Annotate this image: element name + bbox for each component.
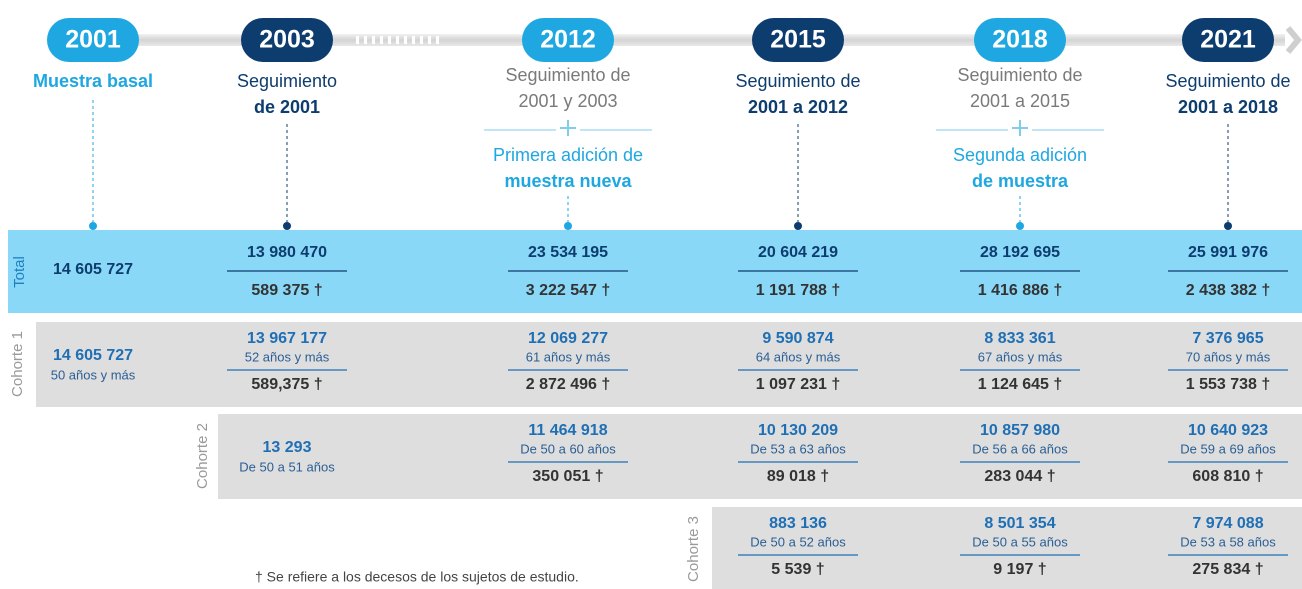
cell-age: De 59 a 69 años bbox=[1180, 441, 1276, 456]
cell-value: 13 293 bbox=[263, 439, 312, 456]
timeline-dashes bbox=[356, 36, 439, 44]
cell-deaths: 1 191 788 † bbox=[756, 282, 841, 299]
follow-up-label: 2001 a 2015 bbox=[970, 91, 1070, 111]
cell-deaths: 589,375 † bbox=[251, 376, 322, 393]
follow-up-label: de 2001 bbox=[254, 97, 320, 117]
cell-age: 61 años y más bbox=[526, 349, 611, 364]
year-pill bbox=[974, 18, 1066, 62]
cell-age: De 53 a 58 años bbox=[1180, 534, 1276, 549]
cell-age: 50 años y más bbox=[51, 367, 136, 382]
baseline-label: Muestra basal bbox=[33, 71, 153, 91]
addition-label: Segunda adición bbox=[953, 145, 1087, 165]
connector-dot bbox=[283, 222, 291, 230]
follow-up-label: Seguimiento de bbox=[735, 71, 860, 91]
cell-value: 9 590 874 bbox=[762, 330, 833, 347]
plus-sign bbox=[1012, 120, 1028, 136]
cell-value: 28 192 695 bbox=[980, 244, 1060, 261]
cell-deaths: 283 044 † bbox=[984, 468, 1055, 485]
follow-up-label: Seguimiento bbox=[237, 71, 337, 91]
cell-value: 10 857 980 bbox=[980, 422, 1060, 439]
year-pill bbox=[47, 18, 139, 62]
cell-age: 70 años y más bbox=[1186, 349, 1271, 364]
cell-deaths: 1 416 886 † bbox=[978, 282, 1063, 299]
connector-dot bbox=[564, 222, 572, 230]
year-pill bbox=[752, 18, 844, 62]
cell-age: De 56 a 66 años bbox=[972, 441, 1068, 456]
cell-value: 23 534 195 bbox=[528, 244, 608, 261]
cell-deaths: 3 222 547 † bbox=[526, 282, 611, 299]
cell-value: 12 069 277 bbox=[528, 330, 608, 347]
cell-age: De 50 a 55 años bbox=[972, 534, 1068, 549]
cohort-1-band bbox=[36, 322, 1302, 407]
year-label: 2015 bbox=[770, 26, 826, 54]
connector-dot bbox=[1224, 222, 1232, 230]
cell-value: 13 967 177 bbox=[247, 330, 327, 347]
row-label: Total bbox=[11, 256, 28, 288]
cell-deaths: 589 375 † bbox=[251, 282, 322, 299]
year-label: 2018 bbox=[992, 26, 1048, 54]
plus-sign bbox=[560, 120, 576, 136]
follow-up-label: 2001 a 2012 bbox=[748, 97, 848, 117]
year-pill bbox=[1182, 18, 1274, 62]
cell-age: 64 años y más bbox=[756, 349, 841, 364]
cell-deaths: 5 539 † bbox=[771, 561, 824, 578]
year-label: 2001 bbox=[65, 26, 121, 54]
cell-value: 25 991 976 bbox=[1188, 244, 1268, 261]
cell-deaths: 2 438 382 † bbox=[1186, 282, 1271, 299]
cell-value: 10 640 923 bbox=[1188, 422, 1268, 439]
cell-value: 20 604 219 bbox=[758, 244, 838, 261]
cell-value: 883 136 bbox=[769, 515, 827, 532]
cell-value: 10 130 209 bbox=[758, 422, 838, 439]
connector-dot bbox=[1016, 222, 1024, 230]
row-label: Cohorte 1 bbox=[9, 331, 26, 397]
row-label: Cohorte 3 bbox=[685, 516, 702, 582]
cell-deaths: 350 051 † bbox=[532, 468, 603, 485]
cell-age: 67 años y más bbox=[978, 349, 1063, 364]
follow-up-label: 2001 y 2003 bbox=[518, 91, 617, 111]
cell-deaths: 2 872 496 † bbox=[526, 376, 611, 393]
connector-dot bbox=[794, 222, 802, 230]
cohort-3-band bbox=[712, 507, 1302, 589]
addition-label: de muestra bbox=[972, 171, 1069, 191]
year-pill bbox=[241, 18, 333, 62]
cell-value: 8 833 361 bbox=[984, 330, 1055, 347]
connector-dot bbox=[89, 222, 97, 230]
cell-deaths: 9 197 † bbox=[993, 561, 1046, 578]
year-label: 2012 bbox=[540, 26, 596, 54]
cell-age: De 50 a 60 años bbox=[520, 441, 616, 456]
cell-deaths: 275 834 † bbox=[1192, 561, 1263, 578]
cell-value: 7 376 965 bbox=[1192, 330, 1263, 347]
cell-deaths: 608 810 † bbox=[1192, 468, 1263, 485]
addition-label: Primera adición de bbox=[493, 145, 643, 165]
cell-value: 8 501 354 bbox=[984, 515, 1055, 532]
row-label: Cohorte 2 bbox=[194, 423, 211, 489]
cohort-2-band bbox=[218, 414, 1302, 499]
year-pill bbox=[522, 18, 614, 62]
timeline-arrow bbox=[1285, 26, 1302, 54]
cell-value: 7 974 088 bbox=[1192, 515, 1263, 532]
follow-up-label: Seguimiento de bbox=[1165, 71, 1290, 91]
cell-value: 14 605 727 bbox=[53, 347, 133, 364]
cell-value: 14 605 727 bbox=[53, 261, 133, 278]
cell-age: 52 años y más bbox=[245, 349, 330, 364]
follow-up-label: 2001 a 2018 bbox=[1178, 97, 1278, 117]
follow-up-label: Seguimiento de bbox=[957, 65, 1082, 85]
cell-value: 13 980 470 bbox=[247, 244, 327, 261]
cell-age: De 50 a 51 años bbox=[239, 459, 335, 474]
cell-age: De 50 a 52 años bbox=[750, 534, 846, 549]
year-label: 2003 bbox=[259, 26, 315, 54]
total-band bbox=[8, 230, 1302, 313]
cell-age: De 53 a 63 años bbox=[750, 441, 846, 456]
cell-value: 11 464 918 bbox=[528, 422, 607, 439]
addition-label: muestra nueva bbox=[504, 171, 632, 191]
cell-deaths: 1 124 645 † bbox=[978, 376, 1063, 393]
cell-deaths: 89 018 † bbox=[767, 468, 829, 485]
cell-deaths: 1 553 738 † bbox=[1186, 376, 1271, 393]
footnote: † Se refiere a los decesos de los sujeto… bbox=[255, 569, 579, 585]
year-label: 2021 bbox=[1200, 26, 1256, 54]
follow-up-label: Seguimiento de bbox=[505, 65, 630, 85]
cell-deaths: 1 097 231 † bbox=[756, 376, 841, 393]
